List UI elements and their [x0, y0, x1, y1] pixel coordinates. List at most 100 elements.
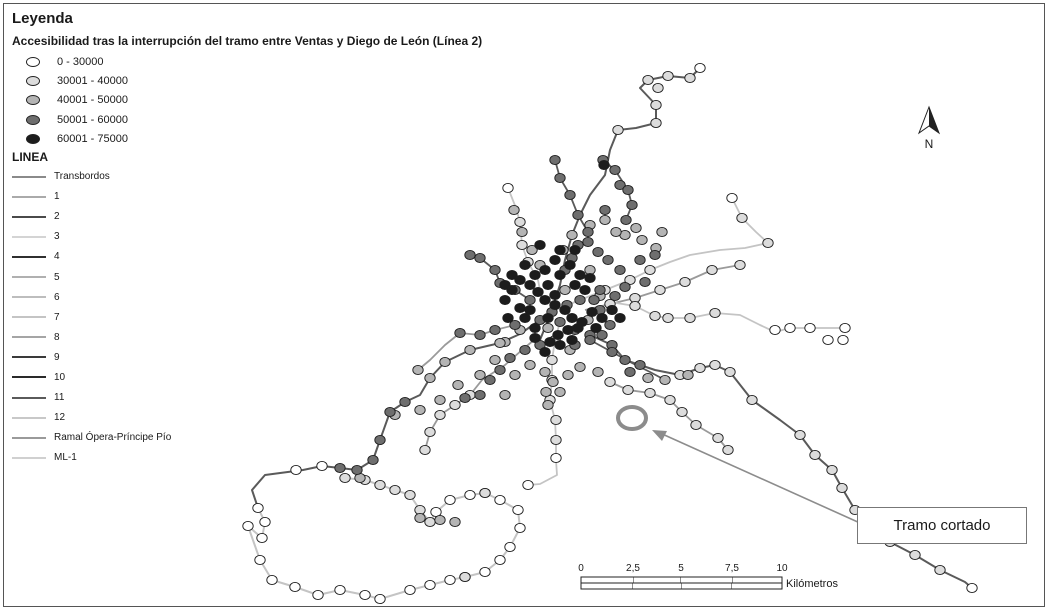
- line-swatch: [12, 255, 46, 258]
- station-marker: [659, 374, 671, 386]
- station-marker: [526, 244, 538, 256]
- legend-class: 50001 - 60000: [12, 110, 652, 129]
- station-marker: [609, 290, 621, 302]
- line-swatch: [12, 376, 46, 379]
- station-marker: [590, 322, 602, 334]
- station-marker: [624, 274, 636, 286]
- station-marker: [404, 584, 416, 596]
- station-marker: [746, 394, 758, 406]
- station-marker: [549, 289, 561, 301]
- station-marker: [534, 339, 546, 351]
- station-marker: [624, 366, 636, 378]
- station-marker: [254, 554, 266, 566]
- station-marker: [547, 376, 559, 388]
- station-marker: [414, 404, 426, 416]
- station-marker: [504, 541, 516, 553]
- station-marker: [836, 482, 848, 494]
- line-entry: 6: [12, 287, 652, 307]
- station-marker: [334, 462, 346, 474]
- station-marker: [554, 316, 566, 328]
- line-label: 6: [54, 291, 60, 303]
- station-marker: [690, 419, 702, 431]
- class-symbol: [26, 56, 40, 67]
- line-entry: 1: [12, 187, 652, 207]
- north-arrow-icon: [917, 105, 941, 135]
- legend-class: 60001 - 75000: [12, 129, 652, 148]
- station-marker: [424, 426, 436, 438]
- station-marker: [509, 369, 521, 381]
- station-marker: [654, 284, 666, 296]
- station-marker: [839, 322, 851, 334]
- cut-section-marker: [616, 405, 861, 524]
- station-marker: [546, 354, 558, 366]
- station-marker: [374, 479, 386, 491]
- station-marker: [504, 352, 516, 364]
- station-marker: [519, 312, 531, 324]
- station-marker: [584, 272, 596, 284]
- station-marker: [514, 302, 526, 314]
- station-marker: [434, 394, 446, 406]
- station-marker: [569, 244, 581, 256]
- line-label: 5: [54, 271, 60, 283]
- station-marker: [649, 310, 661, 322]
- station-marker: [586, 306, 598, 318]
- station-marker: [539, 366, 551, 378]
- line-label: ML-1: [54, 452, 77, 464]
- scale-tick-label: 0: [578, 563, 584, 574]
- station-marker: [359, 589, 371, 601]
- scale-tick-label: 10: [776, 563, 788, 574]
- station-marker: [514, 274, 526, 286]
- station-marker: [594, 284, 606, 296]
- station-marker: [579, 284, 591, 296]
- station-marker: [554, 386, 566, 398]
- station-marker: [614, 312, 626, 324]
- station-marker: [334, 584, 346, 596]
- station-marker: [316, 460, 328, 472]
- station-marker: [439, 356, 451, 368]
- station-marker: [549, 299, 561, 311]
- station-marker: [822, 334, 834, 346]
- station-marker: [374, 593, 386, 605]
- station-marker: [636, 234, 648, 246]
- station-marker: [499, 389, 511, 401]
- station-marker: [529, 322, 541, 334]
- station-marker: [512, 504, 524, 516]
- station-marker: [650, 117, 662, 129]
- station-marker: [452, 379, 464, 391]
- station-marker: [612, 124, 624, 136]
- station-marker: [614, 179, 626, 191]
- station-marker: [606, 304, 618, 316]
- station-marker: [649, 249, 661, 261]
- station-marker: [474, 329, 486, 341]
- station-marker: [542, 322, 554, 334]
- station-marker: [499, 279, 511, 291]
- station-marker: [384, 406, 396, 418]
- line-label: 2: [54, 211, 60, 223]
- station-marker: [464, 249, 476, 261]
- line-entry: Transbordos: [12, 166, 652, 186]
- station-marker: [289, 581, 301, 593]
- callout-arrow-line: [659, 432, 861, 524]
- station-marker: [709, 359, 721, 371]
- callout-box: Tramo cortado: [857, 507, 1027, 544]
- station-marker: [549, 154, 561, 166]
- station-marker: [529, 332, 541, 344]
- station-marker: [734, 259, 746, 271]
- station-marker: [572, 209, 584, 221]
- station-marker: [539, 294, 551, 306]
- station-marker: [489, 354, 501, 366]
- station-marker: [559, 304, 571, 316]
- station-marker: [519, 259, 531, 271]
- station-marker: [609, 164, 621, 176]
- line-label: 9: [54, 351, 60, 363]
- station-marker: [524, 359, 536, 371]
- station-marker: [516, 239, 528, 251]
- station-marker: [602, 254, 614, 266]
- station-marker: [414, 512, 426, 524]
- station-marker: [639, 276, 651, 288]
- class-label: 50001 - 60000: [57, 113, 128, 126]
- station-marker: [762, 237, 774, 249]
- station-marker: [574, 269, 586, 281]
- station-marker: [489, 324, 501, 336]
- station-marker: [399, 396, 411, 408]
